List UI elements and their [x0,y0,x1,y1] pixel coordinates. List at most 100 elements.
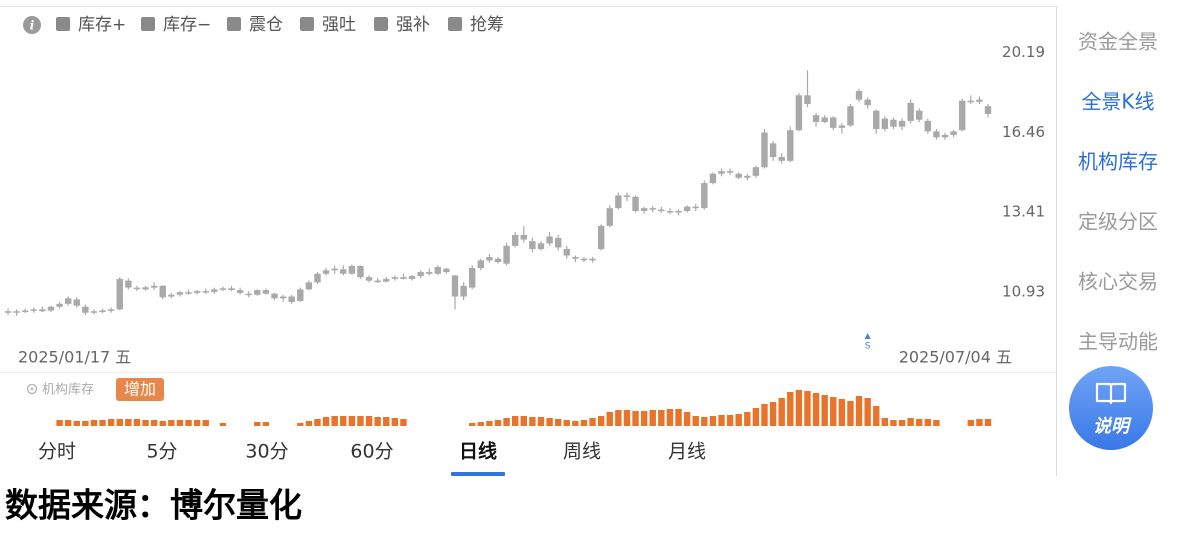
candle-body [486,257,493,261]
candle-body [675,211,682,213]
candle-body [881,118,889,130]
inventory-bar [64,420,72,426]
inventory-bar [881,418,889,426]
candle-body [752,167,760,176]
candle-body [976,99,983,102]
candle-body [262,290,270,294]
candle-body [640,208,648,212]
inventory-bar [821,395,828,426]
candle-body [511,234,519,246]
candle-body [580,258,588,261]
candle-body [692,206,699,209]
period-tab[interactable]: 5分 [146,441,177,463]
candle-body [133,287,141,290]
inventory-bar [546,418,553,426]
candle-body [64,298,72,304]
candle-body [391,277,399,279]
candle-body [211,289,218,292]
candle-body [228,288,235,291]
candle-body [383,278,390,282]
candle-body [589,258,596,261]
legend-label[interactable]: 强补 [396,15,430,35]
inventory-bar [640,411,648,426]
candle-body [426,272,433,274]
inventory-bar [176,420,184,426]
period-tab[interactable]: 60分 [350,441,393,463]
candle-body [279,296,287,299]
inventory-bar [107,419,115,426]
candle-body [47,306,55,311]
inventory-bar [649,410,656,426]
sidebar-item[interactable]: 核心交易 [1078,270,1158,294]
inventory-bar [469,423,476,426]
candle-body [606,208,613,226]
candle-body [658,209,665,212]
inventory-bar [391,418,399,426]
period-tab[interactable]: 月线 [668,441,706,463]
candle-body [597,225,605,250]
inventory-bar [615,410,622,426]
indicator-settings-icon[interactable] [26,383,38,395]
candle-body [623,195,631,197]
inventory-bar [623,410,631,426]
candle-body [959,100,966,131]
sidebar-item[interactable]: 主导动能 [1078,330,1158,354]
legend-label[interactable]: 震仓 [249,15,283,35]
inventory-bar [726,415,734,426]
inventory-bar [606,412,613,426]
inventory-bar [322,417,330,426]
inventory-bar [787,392,794,426]
y-tick-label: 13.41 [1002,203,1045,221]
inventory-bar [898,420,906,426]
period-tab[interactable]: 日线 [459,440,497,463]
candle-body [374,280,381,283]
sidebar-item[interactable]: 定级分区 [1078,210,1158,234]
info-icon[interactable]: i [23,16,41,34]
candle-body [314,273,321,283]
candle-body [340,269,347,274]
help-button[interactable]: 说明 [1069,366,1153,450]
candle-body [726,171,734,173]
inventory-bar [967,420,975,426]
legend-label[interactable]: 库存+ [78,15,126,35]
candle-body [735,173,742,178]
help-label[interactable]: 说明 [1093,416,1132,437]
inventory-bar [494,420,502,426]
candle-body [907,102,914,121]
inventory-bar [890,420,897,426]
sidebar-item[interactable]: 资金全景 [1078,30,1158,54]
candle-body [331,268,338,271]
candle-body [795,95,803,131]
inventory-bar [520,416,527,426]
candle-body [546,236,553,244]
inventory-bar [511,416,519,426]
candle-body [271,293,278,299]
candle-body [107,309,115,311]
candle-body [477,260,485,269]
candle-body [778,156,785,161]
candle-body [537,243,545,250]
y-tick-label: 10.93 [1002,282,1045,300]
inventory-bar [168,420,175,426]
period-tab[interactable]: 周线 [563,441,601,463]
sidebar-item[interactable]: 全景K线 [1081,90,1154,114]
candle-body [460,285,467,297]
sidebar-item[interactable]: 机构库存 [1078,150,1158,174]
period-tab[interactable]: 30分 [245,441,288,463]
legend-label[interactable]: 抢筹 [470,15,504,35]
inventory-bar [73,421,80,426]
inventory-bar [159,421,166,426]
legend-swatch [300,17,314,31]
candle-body [933,131,940,138]
legend-label[interactable]: 库存− [163,15,211,35]
inventory-bar [976,419,983,426]
candle-body [90,311,98,313]
candle-body [82,306,89,313]
inventory-bar [709,416,717,426]
period-tab[interactable]: 分时 [38,441,76,463]
indicator-badge: 增加 [124,380,156,399]
legend-label[interactable]: 强吐 [322,15,356,35]
candle-body [408,276,416,279]
